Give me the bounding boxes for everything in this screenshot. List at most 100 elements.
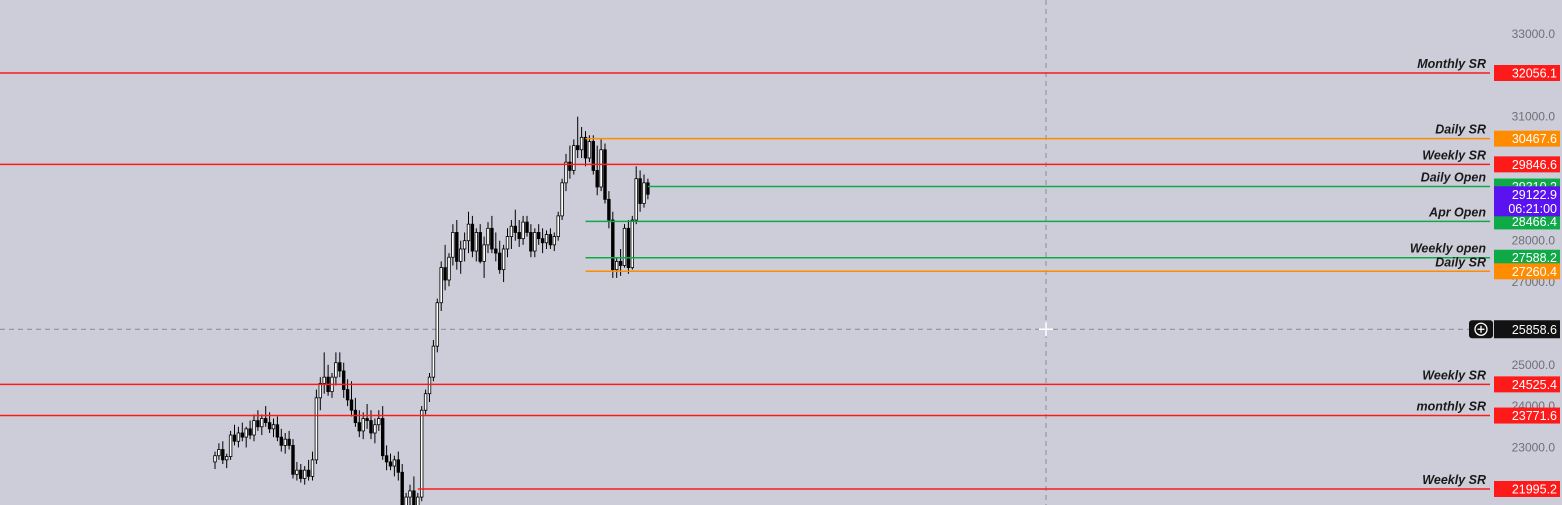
candle <box>630 215 634 270</box>
candle <box>248 420 252 440</box>
candle-body <box>260 418 264 428</box>
level-price-value: 29846.6 <box>1512 158 1557 172</box>
level-price-badge-bg <box>1494 65 1560 81</box>
candle-body <box>638 178 642 204</box>
candle <box>341 362 346 398</box>
price-badges: 32056.130467.629846.629310.228466.427588… <box>1469 65 1560 497</box>
candle <box>603 143 607 204</box>
candle <box>458 240 463 274</box>
candle-body <box>252 420 256 436</box>
candle-body <box>334 362 338 378</box>
candle-body <box>591 141 595 171</box>
candle <box>513 209 517 241</box>
candle <box>642 174 646 208</box>
candle-body <box>462 240 467 250</box>
level-weekly-sr: Weekly SR <box>0 368 1490 386</box>
level-label: monthly SR <box>1417 400 1486 414</box>
level-price-badge-bg <box>1494 213 1560 230</box>
candle-body <box>603 149 607 200</box>
candle-body <box>306 469 311 477</box>
candle <box>466 211 471 254</box>
candle-body <box>256 420 260 428</box>
level-price-badge: 28466.4 <box>1494 213 1560 230</box>
candle <box>400 463 404 505</box>
candle <box>576 116 580 159</box>
candle <box>373 418 377 444</box>
level-monthly-sr: monthly SR <box>0 400 1490 417</box>
candle-body <box>486 227 490 246</box>
level-price-badge: 29846.6 <box>1494 156 1560 173</box>
level-daily-open: Daily Open <box>647 171 1490 188</box>
add-alert-icon[interactable] <box>1469 320 1493 339</box>
candle-body <box>611 219 615 271</box>
candle-body <box>599 149 603 188</box>
candle <box>622 224 627 268</box>
candle-body <box>322 376 326 384</box>
candle-body <box>310 459 315 477</box>
level-weekly-sr: Weekly SR <box>0 148 1490 166</box>
candle-body <box>615 260 619 271</box>
candle-body <box>423 393 428 411</box>
candle-body <box>369 420 373 434</box>
candle-body <box>517 232 521 240</box>
candle-body <box>505 236 510 250</box>
candle-body <box>466 223 471 242</box>
candle-body <box>470 223 475 252</box>
candle-body <box>380 418 385 457</box>
candle-body <box>595 170 599 188</box>
candle <box>447 253 451 287</box>
candle <box>509 220 514 249</box>
level-price-badge-bg <box>1494 249 1560 266</box>
candle-body <box>221 449 225 461</box>
candle <box>384 445 389 471</box>
candle-body <box>490 227 494 250</box>
level-price-badge: 27260.4 <box>1494 263 1560 280</box>
level-label: Monthly SR <box>1417 57 1486 71</box>
candle <box>521 215 525 245</box>
candle-body <box>443 267 447 281</box>
candle <box>330 373 334 398</box>
level-price-badge-bg <box>1494 263 1560 280</box>
current-price-value: 29122.9 <box>1512 188 1557 202</box>
candle-body <box>521 221 525 240</box>
candle-body <box>552 236 556 246</box>
candle <box>470 215 475 258</box>
candle <box>221 441 225 464</box>
candle-body <box>435 302 439 347</box>
candle <box>497 240 502 274</box>
candle <box>314 389 319 464</box>
candle-body <box>232 434 237 442</box>
level-label: Daily SR <box>1435 123 1486 137</box>
crosshair-price-badge: 25858.6 <box>1494 320 1560 339</box>
crosshair-cursor-icon <box>1039 322 1053 337</box>
candle <box>334 352 338 386</box>
candle <box>224 453 229 469</box>
candle-body <box>392 459 397 467</box>
candle <box>369 410 373 440</box>
level-label: Daily SR <box>1435 255 1486 269</box>
candle-body <box>568 161 572 171</box>
candle-body <box>497 252 502 271</box>
candle <box>396 451 400 481</box>
candle-body <box>642 182 646 204</box>
candle <box>607 191 611 229</box>
candle <box>537 224 541 245</box>
candle-body <box>564 161 568 184</box>
candle <box>501 244 506 283</box>
candle <box>579 127 584 159</box>
candle <box>451 224 455 266</box>
candle-body <box>271 424 276 430</box>
level-price-badge: 30467.6 <box>1494 130 1560 147</box>
candle <box>299 463 303 483</box>
level-weekly-sr: Weekly SR <box>417 473 1490 490</box>
candle <box>634 166 638 225</box>
candle <box>287 430 291 450</box>
candle <box>431 339 436 382</box>
candle <box>256 410 260 431</box>
candle-body <box>572 145 576 171</box>
price-tick-label: 23000.0 <box>1512 440 1556 454</box>
candle-body <box>408 490 412 498</box>
candle <box>435 298 439 353</box>
